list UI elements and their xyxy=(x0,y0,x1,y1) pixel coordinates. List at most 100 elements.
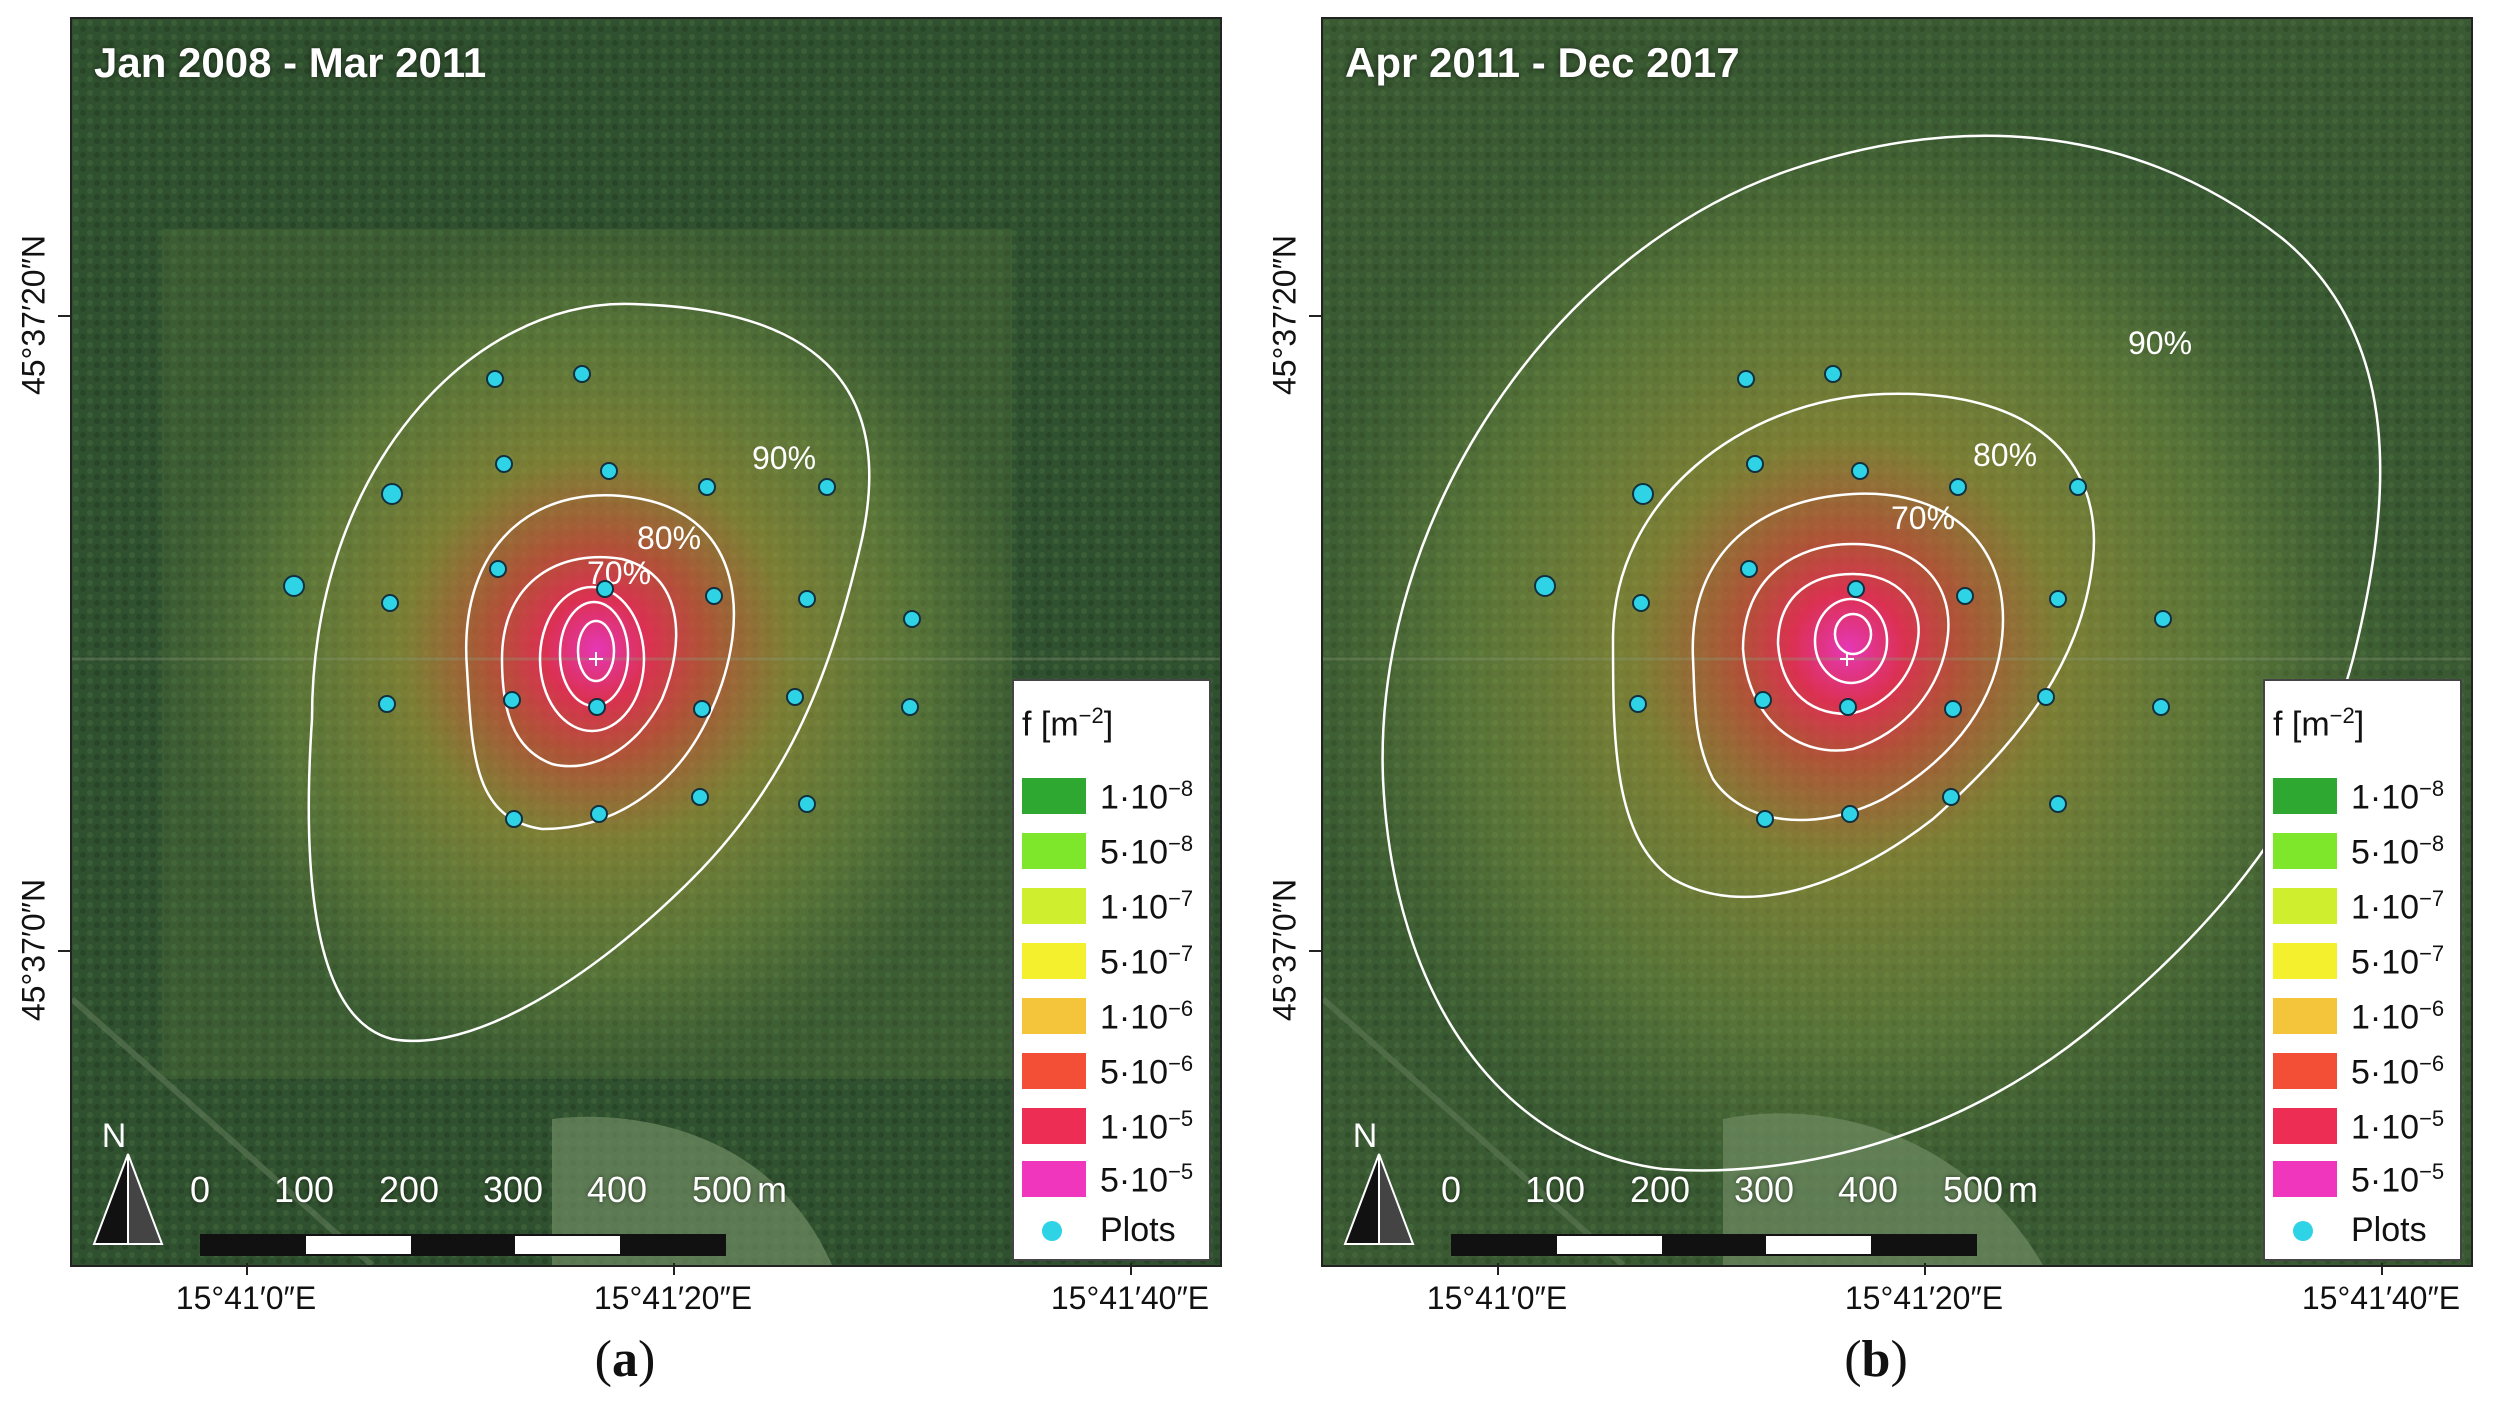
lat-label: 45°37′20″N xyxy=(1266,234,1303,396)
contour-label-80: 80% xyxy=(1973,437,2037,473)
plot-marker xyxy=(705,587,723,605)
lat-tick xyxy=(1309,950,1321,952)
lon-tick xyxy=(1924,1263,1926,1275)
north-arrow-icon xyxy=(92,1153,164,1245)
plot-marker xyxy=(1740,560,1758,578)
plot-marker xyxy=(596,580,614,598)
plot-marker xyxy=(1754,691,1772,709)
plot-marker xyxy=(2037,688,2055,706)
contour-90 xyxy=(1381,134,2382,1172)
plot-marker xyxy=(378,695,396,713)
lon-label: 15°41′0″E xyxy=(1426,1280,1568,1316)
panel-caption-b: (b) xyxy=(1844,1331,1908,1388)
contour-inner-2 xyxy=(1776,572,1920,716)
footprint-map-b: 90% 80% 70% xyxy=(1321,17,2473,1267)
clearing xyxy=(1723,1113,2043,1265)
north-arrow-icon xyxy=(1343,1153,1415,1245)
scale-tick-label: 100 xyxy=(273,1169,335,1210)
scale-tick-label: 300 xyxy=(482,1169,544,1210)
lat-label: 45°37′0″N xyxy=(1266,878,1303,1022)
plot-marker xyxy=(1534,575,1556,597)
plot-marker xyxy=(2049,795,2067,813)
contour-90 xyxy=(307,302,871,1043)
scale-unit: m xyxy=(757,1169,787,1210)
plot-marker xyxy=(495,455,513,473)
plot-marker xyxy=(1851,462,1869,480)
plot-marker xyxy=(786,688,804,706)
plot-marker xyxy=(2152,698,2170,716)
scale-bar-a xyxy=(200,1234,726,1256)
plot-marker xyxy=(486,370,504,388)
lon-label: 15°41′40″E xyxy=(1050,1280,1210,1316)
legend-swatch xyxy=(1022,833,1086,869)
legend-swatch xyxy=(2273,833,2337,869)
scale-tick-label: 500 xyxy=(691,1169,753,1210)
plot-marker xyxy=(1632,594,1650,612)
plot-marker xyxy=(573,365,591,383)
plot-marker xyxy=(1944,700,1962,718)
footprint-field-a xyxy=(162,229,1012,1079)
plot-marker xyxy=(1956,587,1974,605)
contour-80 xyxy=(464,494,736,831)
period-title-a: Jan 2008 - Mar 2011 xyxy=(94,39,487,86)
plot-marker xyxy=(1756,810,1774,828)
forest-road xyxy=(1323,996,1625,1265)
plot-marker xyxy=(505,810,523,828)
plot-marker xyxy=(691,788,709,806)
lon-tick xyxy=(2381,1263,2383,1275)
plot-marker xyxy=(2154,610,2172,628)
legend-swatch xyxy=(2273,998,2337,1034)
legend-swatch xyxy=(2273,888,2337,924)
legend-swatch xyxy=(1022,778,1086,814)
legend-swatch xyxy=(2273,1161,2337,1197)
legend-swatch xyxy=(2273,1053,2337,1089)
satellite-basemap-a: 90% 80% 70% xyxy=(72,19,1220,1265)
legend-a: f [m−2] 1·10−8 5·10−8 1·10−7 5·10−7 1·10… xyxy=(1012,679,1211,1261)
legend-swatch xyxy=(1022,943,1086,979)
plot-marker xyxy=(1737,370,1755,388)
contour-inner-1 xyxy=(1741,542,1950,752)
plot-marker xyxy=(798,590,816,608)
footprint-map-a: 90% 80% 70% xyxy=(70,17,1222,1267)
lon-tick xyxy=(1497,1263,1499,1275)
plot-marker xyxy=(503,691,521,709)
period-title-b: Apr 2011 - Dec 2017 xyxy=(1345,39,1740,86)
contour-70 xyxy=(1691,492,2005,822)
legend-swatch xyxy=(1022,1161,1086,1197)
legend-title: f [m−2] xyxy=(2273,703,2365,744)
forest-road xyxy=(72,996,374,1265)
panel-caption-a: (a) xyxy=(594,1331,656,1388)
plot-marker xyxy=(901,698,919,716)
plot-marker xyxy=(1629,695,1647,713)
plot-marker xyxy=(588,698,606,716)
plot-marker xyxy=(600,462,618,480)
scale-tick-label: 400 xyxy=(586,1169,648,1210)
contour-label-90: 90% xyxy=(752,440,816,476)
plots-a xyxy=(283,365,921,828)
legend-swatch xyxy=(2273,1108,2337,1144)
contour-label-70: 70% xyxy=(587,555,651,591)
legend-swatch xyxy=(1022,998,1086,1034)
plot-marker xyxy=(1942,788,1960,806)
plots-b xyxy=(1534,365,2172,828)
plot-marker xyxy=(1824,365,1842,383)
plot-marker xyxy=(818,478,836,496)
scale-tick-label: 200 xyxy=(378,1169,440,1210)
contour-label-70: 70% xyxy=(1891,500,1955,536)
scale-unit: m xyxy=(2008,1169,2038,1210)
plot-marker xyxy=(489,560,507,578)
plot-marker xyxy=(2049,590,2067,608)
plot-marker xyxy=(1841,805,1859,823)
scale-tick-label: 0 xyxy=(189,1169,211,1210)
scale-tick-label: 300 xyxy=(1733,1169,1795,1210)
panel-a: 90% 80% 70% xyxy=(0,0,1250,1409)
lat-tick xyxy=(58,950,70,952)
scale-tick-label: 400 xyxy=(1837,1169,1899,1210)
lat-tick xyxy=(1309,315,1321,317)
plot-marker xyxy=(1632,483,1654,505)
scale-tick-label: 500 xyxy=(1942,1169,2004,1210)
contour-label-80: 80% xyxy=(637,520,701,556)
plot-dot-icon xyxy=(1042,1221,1062,1241)
north-label: N xyxy=(101,1117,127,1155)
plot-marker xyxy=(798,795,816,813)
